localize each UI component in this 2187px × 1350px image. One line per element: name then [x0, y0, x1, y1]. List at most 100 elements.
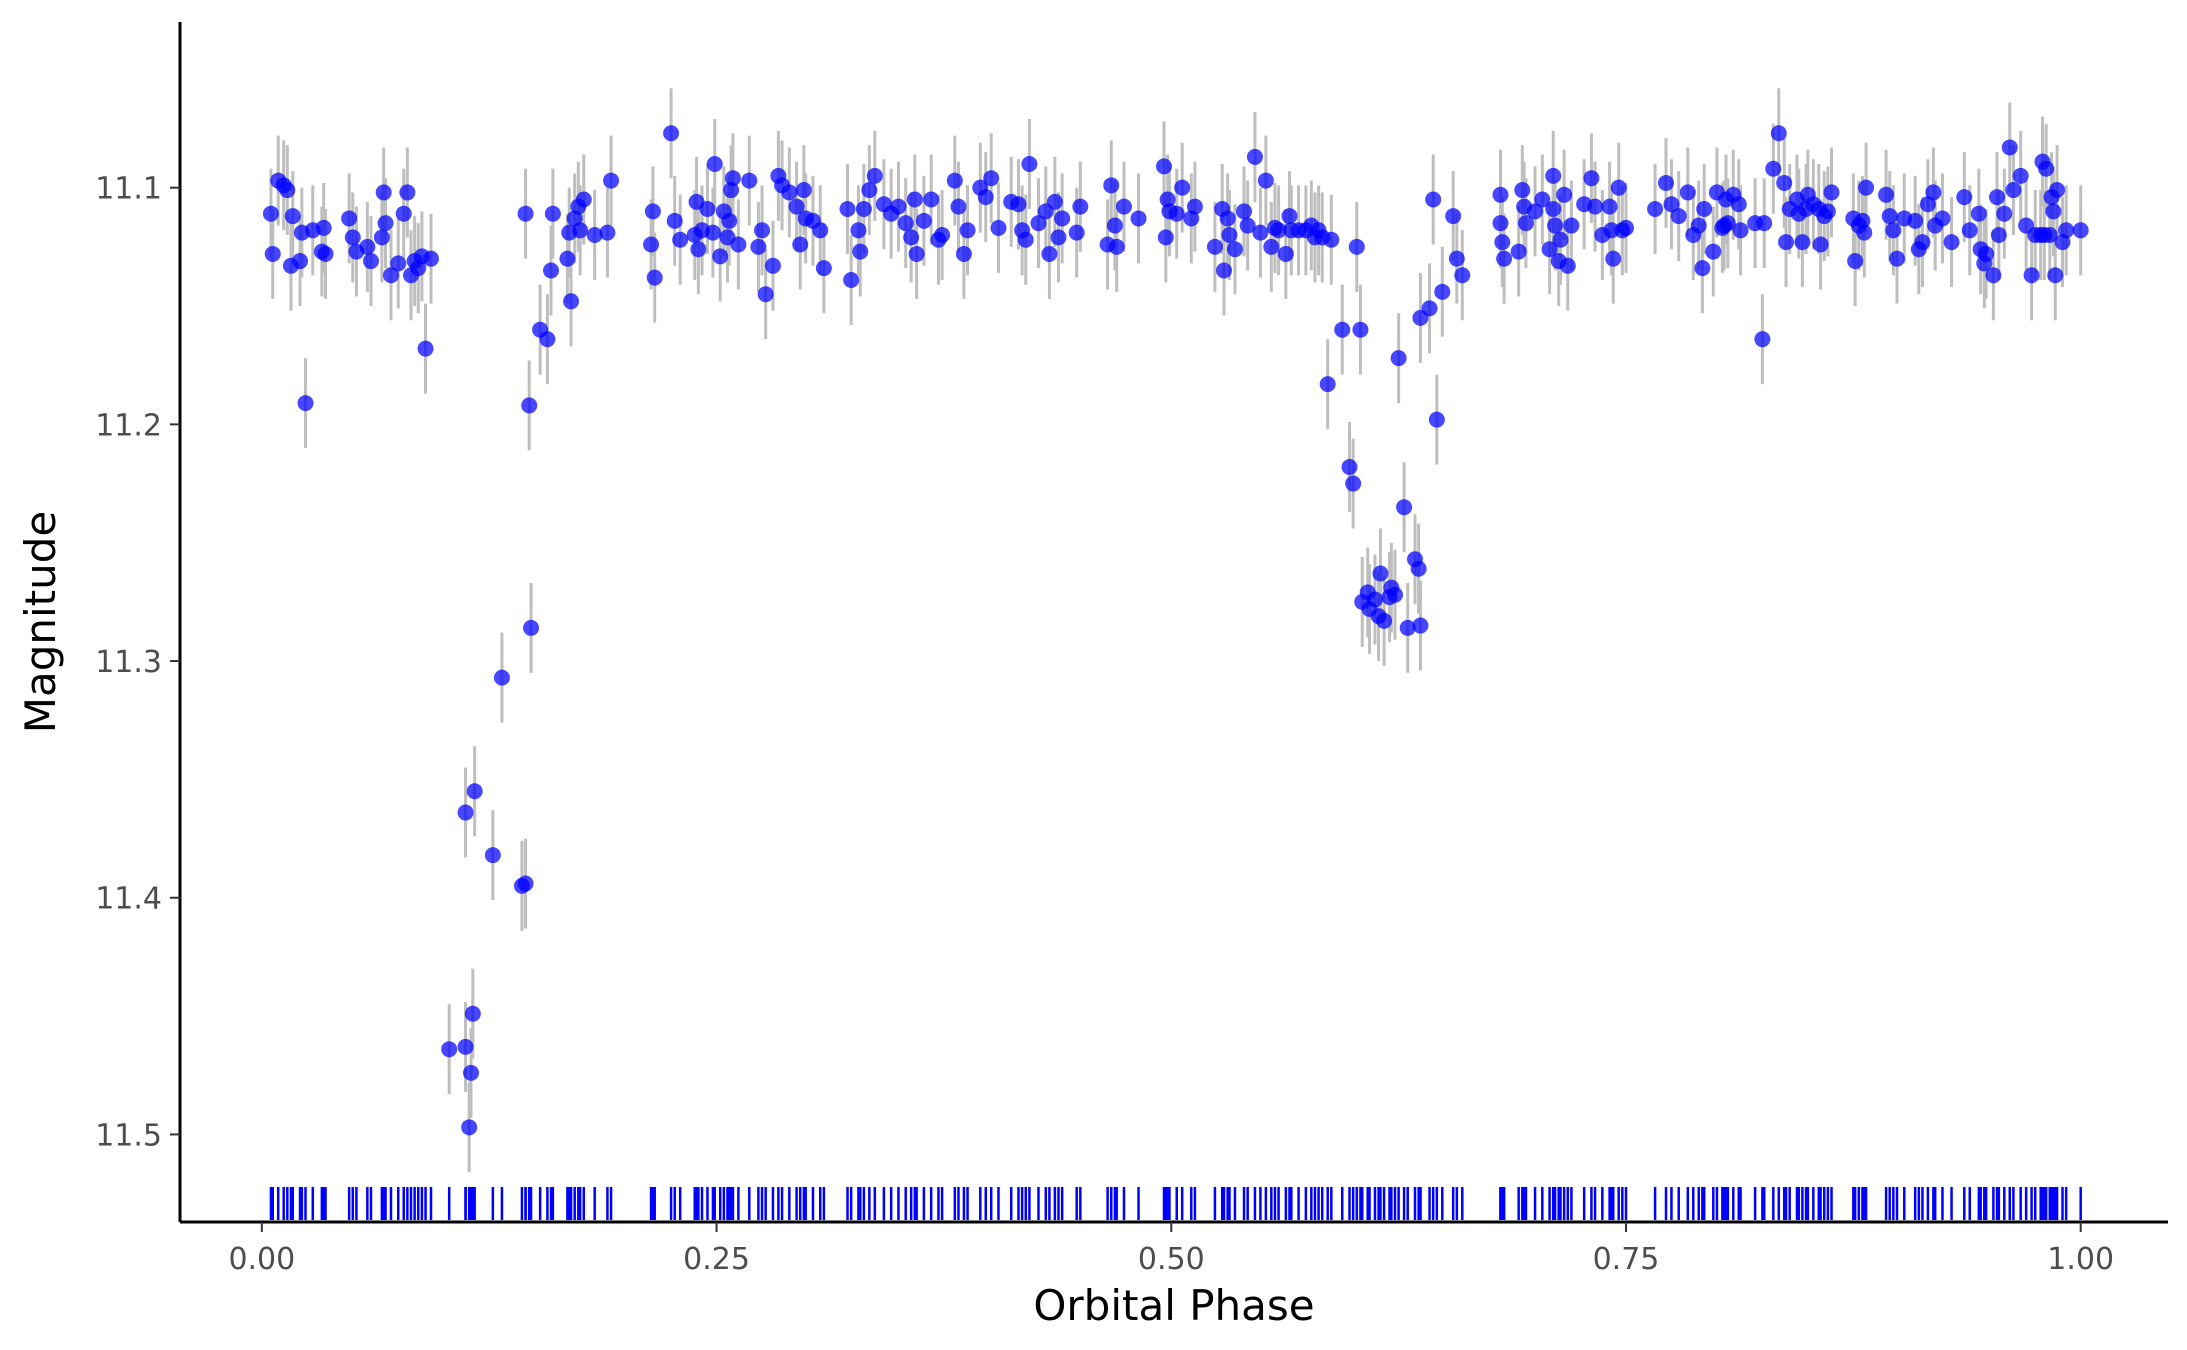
data-point — [1323, 231, 1340, 248]
data-point — [1219, 210, 1236, 227]
data-point — [1996, 205, 2013, 222]
data-point — [1494, 234, 1511, 251]
data-point — [1587, 198, 1604, 215]
data-point — [457, 804, 474, 821]
data-point — [2049, 182, 2066, 199]
data-point — [1106, 217, 1123, 234]
data-point — [1115, 198, 1132, 215]
data-point — [517, 205, 534, 222]
data-point — [646, 269, 663, 286]
data-point — [344, 229, 361, 246]
data-point — [1961, 222, 1978, 239]
data-point — [1017, 231, 1034, 248]
data-point — [915, 212, 932, 229]
data-point — [2023, 267, 2040, 284]
data-point — [1765, 160, 1782, 177]
data-point — [2045, 203, 2062, 220]
data-point — [923, 191, 940, 208]
data-point — [1943, 234, 1960, 251]
data-point — [382, 267, 399, 284]
data-point — [1448, 250, 1465, 267]
data-point — [1239, 217, 1256, 234]
data-point — [1345, 475, 1362, 492]
data-point — [1226, 241, 1243, 258]
data-point — [1319, 376, 1336, 393]
data-point — [2012, 167, 2029, 184]
data-point — [792, 236, 809, 253]
data-point — [539, 331, 556, 348]
data-point — [1159, 191, 1176, 208]
data-point — [1878, 186, 1895, 203]
y-tick-label: 11.3 — [95, 645, 162, 680]
data-point — [575, 191, 592, 208]
data-point — [897, 215, 914, 232]
data-point — [399, 184, 416, 201]
x-tick-label: 0.00 — [228, 1242, 295, 1277]
data-point — [341, 210, 358, 227]
data-point — [1352, 321, 1369, 338]
y-axis-ticks: 11.1 11.2 11.3 11.4 11.5 — [95, 172, 180, 1153]
data-point — [2038, 160, 2055, 177]
data-point — [1934, 210, 1951, 227]
data-point — [757, 286, 774, 303]
data-point — [1754, 331, 1771, 348]
data-point — [484, 847, 501, 864]
data-point — [1376, 612, 1393, 629]
data-point — [955, 245, 972, 262]
data-point — [373, 229, 390, 246]
data-point — [1399, 619, 1416, 636]
data-point — [1130, 210, 1147, 227]
data-point — [1794, 234, 1811, 251]
data-point — [1732, 222, 1749, 239]
data-point — [1021, 156, 1038, 173]
data-point — [1246, 148, 1263, 165]
data-point — [586, 227, 603, 244]
data-point — [699, 200, 716, 217]
data-point — [1819, 203, 1836, 220]
data-point — [1856, 224, 1873, 241]
data-point — [423, 250, 440, 267]
y-axis-title: Magnitude — [16, 511, 65, 734]
data-point — [1155, 158, 1172, 175]
y-tick-label: 11.4 — [95, 882, 162, 917]
data-point — [2001, 139, 2018, 156]
data-point — [712, 248, 729, 265]
data-point — [1985, 267, 2002, 284]
data-point — [262, 205, 279, 222]
data-point — [1236, 203, 1253, 220]
data-point — [362, 253, 379, 270]
data-point — [441, 1041, 458, 1058]
y-tick-label: 11.5 — [95, 1118, 162, 1153]
data-point — [643, 236, 660, 253]
data-point — [1990, 227, 2007, 244]
data-point — [1556, 186, 1573, 203]
data-point — [1696, 200, 1713, 217]
data-point — [1068, 224, 1085, 241]
data-point — [750, 238, 767, 255]
data-point — [1776, 174, 1793, 191]
data-point — [1186, 198, 1203, 215]
data-point — [812, 222, 829, 239]
x-tick-label: 0.50 — [1138, 1242, 1205, 1277]
data-point — [2005, 182, 2022, 199]
data-point — [1372, 565, 1389, 582]
data-point — [764, 257, 781, 274]
data-point — [1270, 222, 1287, 239]
data-point — [1970, 205, 1987, 222]
data-point — [1216, 262, 1233, 279]
data-point — [493, 669, 510, 686]
data-point — [1647, 200, 1664, 217]
data-point — [704, 224, 721, 241]
x-tick-label: 0.25 — [683, 1242, 750, 1277]
data-point — [850, 222, 867, 239]
data-point — [1657, 174, 1674, 191]
data-point — [1847, 253, 1864, 270]
data-point — [1277, 245, 1294, 262]
data-point — [1252, 224, 1269, 241]
data-point — [1496, 250, 1513, 267]
data-point — [264, 245, 281, 262]
data-point — [1854, 212, 1871, 229]
data-point — [1541, 241, 1558, 258]
